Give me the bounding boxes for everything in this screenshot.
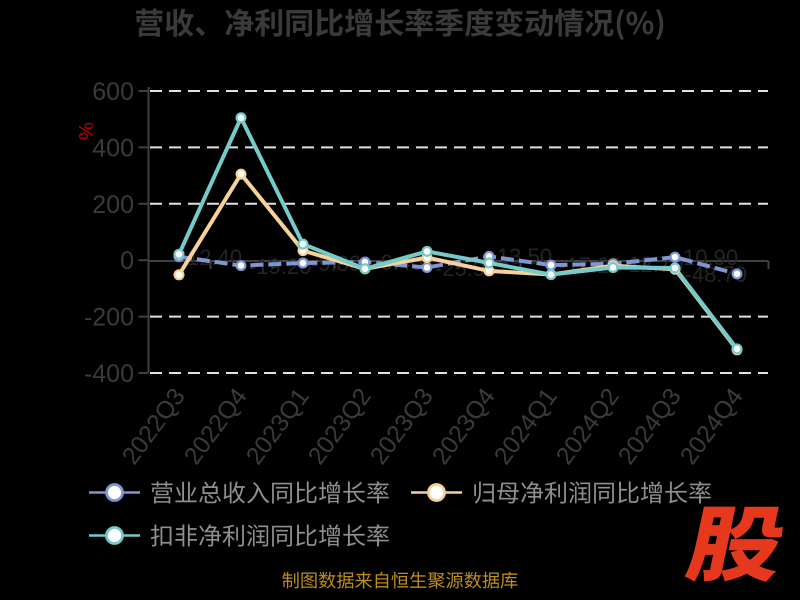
svg-text:-200: -200	[84, 304, 134, 332]
svg-text:-400: -400	[84, 360, 134, 388]
svg-text:400: 400	[92, 134, 134, 162]
svg-text:%: %	[74, 122, 96, 140]
svg-text:0: 0	[120, 247, 134, 275]
svg-text:10.90: 10.90	[683, 245, 738, 270]
svg-text:200: 200	[92, 191, 134, 219]
svg-text:600: 600	[92, 78, 134, 106]
